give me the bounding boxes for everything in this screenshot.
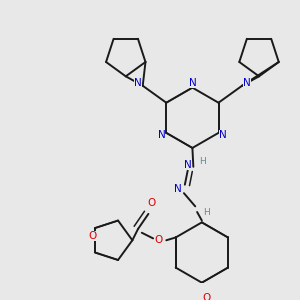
Text: N: N: [134, 78, 142, 88]
Text: N: N: [184, 160, 192, 170]
Text: N: N: [174, 184, 182, 194]
Text: N: N: [158, 130, 166, 140]
Text: O: O: [154, 235, 163, 245]
Text: O: O: [147, 198, 155, 208]
Text: O: O: [202, 293, 211, 300]
Text: N: N: [219, 130, 227, 140]
Text: H: H: [203, 208, 210, 217]
Text: N: N: [243, 78, 251, 88]
Text: N: N: [188, 78, 196, 88]
Text: O: O: [88, 231, 96, 241]
Text: H: H: [200, 157, 206, 166]
